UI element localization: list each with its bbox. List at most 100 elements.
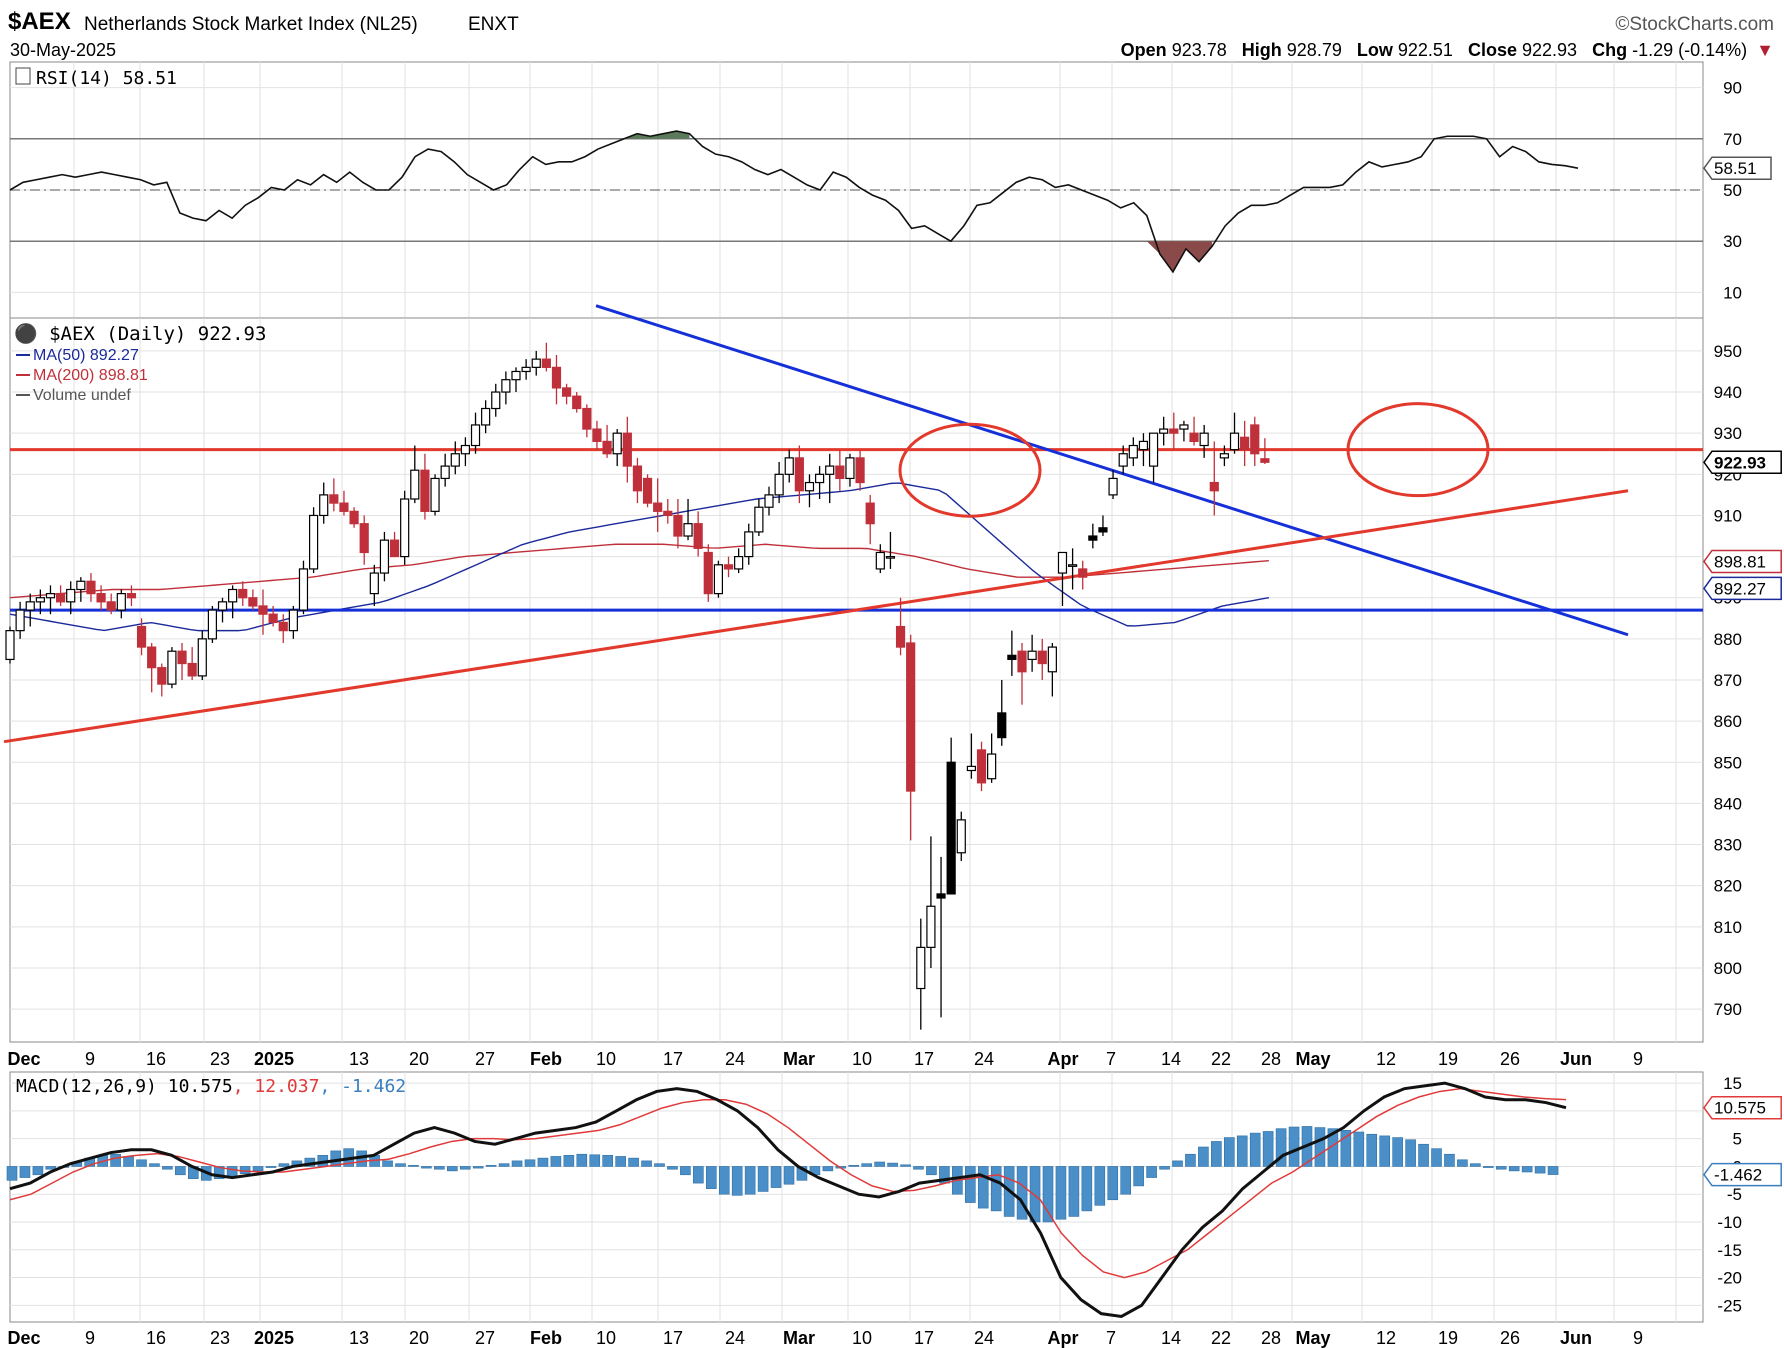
macd-histogram-bar <box>1016 1166 1028 1220</box>
candle <box>551 355 562 405</box>
macd-x-tick-label: 12 <box>1376 1328 1396 1348</box>
macd-histogram-bar <box>705 1166 717 1189</box>
candle-body <box>207 609 217 640</box>
macd-x-tick-label: 17 <box>914 1328 934 1348</box>
macd-y-tick-label: -15 <box>1717 1241 1742 1260</box>
macd-histogram-bar <box>1146 1166 1157 1178</box>
macd-histogram-bar <box>1534 1166 1546 1174</box>
candle <box>440 453 450 487</box>
candle <box>298 560 309 615</box>
candle-body <box>895 625 906 648</box>
macd-histogram-bar <box>252 1166 264 1172</box>
macd-histogram-bar <box>783 1166 795 1185</box>
ma200-value-label: 898.81 <box>1714 552 1766 571</box>
candle <box>845 453 855 487</box>
macd-histogram-bar <box>136 1159 147 1167</box>
candle-body <box>966 765 977 772</box>
candle <box>136 618 147 656</box>
candle-body <box>592 428 602 443</box>
resistance-down-trendline <box>595 304 1629 637</box>
candle-body <box>76 580 86 591</box>
candle-body <box>136 625 147 648</box>
price-x-tick-label: Jun <box>1560 1049 1592 1069</box>
candle <box>248 589 258 611</box>
candle <box>865 494 875 545</box>
candle <box>561 383 572 405</box>
rsi-y-tick-label: 90 <box>1723 79 1742 98</box>
candle <box>895 597 906 656</box>
price-x-tick-label: 10 <box>852 1049 872 1069</box>
price-panel: 9509409309209109008908808708608508408308… <box>3 304 1782 1069</box>
candle-body <box>511 370 521 381</box>
candle-body <box>349 510 359 525</box>
price-legend-ma200: MA(200) 898.81 <box>33 367 148 384</box>
candle <box>5 626 15 664</box>
macd-x-tick-label: 23 <box>210 1328 230 1348</box>
price-y-tick-label: 910 <box>1714 506 1742 525</box>
candle <box>875 544 885 574</box>
chart-symbol-name: Netherlands Stock Market Index (NL25) <box>84 14 418 35</box>
macd-histogram-bar <box>1314 1127 1326 1167</box>
price-y-tick-label: 870 <box>1714 671 1742 690</box>
candle <box>946 737 956 895</box>
candle-body <box>754 506 764 533</box>
candle-body <box>794 457 804 492</box>
last-price-label-box <box>1703 450 1782 475</box>
candle <box>835 449 845 491</box>
candle-body <box>582 407 592 430</box>
rsi-label: RSI(14) 58.51 <box>36 68 177 89</box>
candle-body <box>1067 564 1078 567</box>
macd-histogram-bar <box>874 1161 885 1167</box>
macd-histogram-bar <box>1172 1160 1183 1167</box>
candle-body <box>956 819 966 854</box>
candle-body <box>693 523 703 549</box>
macd-histogram-bar <box>149 1163 160 1167</box>
candle-body <box>926 905 936 948</box>
candle-body <box>885 555 896 559</box>
candle <box>1128 437 1138 467</box>
candle-body <box>96 593 106 603</box>
candle-body <box>936 893 946 899</box>
macd-histogram-bar <box>913 1166 924 1170</box>
candle-body <box>997 712 1007 739</box>
last-price-label: 922.93 <box>1714 453 1766 472</box>
candle-body <box>551 366 562 389</box>
macd-histogram-bar <box>1288 1126 1300 1167</box>
candle-body <box>703 551 713 595</box>
rsi-oversold-fill <box>950 241 1213 272</box>
macd-histogram-bar <box>576 1153 588 1167</box>
price-x-tick-label: 7 <box>1106 1049 1116 1069</box>
candle <box>703 544 713 602</box>
candle <box>683 499 693 541</box>
macd-y-tick-label: -25 <box>1717 1296 1742 1315</box>
price-x-tick-label: 9 <box>1633 1049 1643 1069</box>
macd-x-tick-label: 20 <box>409 1328 429 1348</box>
candle-body <box>744 531 754 558</box>
macd-histogram-bar <box>1444 1153 1455 1167</box>
price-x-tick-label: Feb <box>530 1049 562 1069</box>
macd-x-tick-label: May <box>1295 1328 1330 1348</box>
macd-histogram-bar <box>718 1166 730 1195</box>
macd-histogram-bar <box>1275 1128 1287 1167</box>
candle-body <box>147 646 157 669</box>
price-x-tick-label: 22 <box>1211 1049 1231 1069</box>
macd-histogram-bar <box>550 1156 562 1167</box>
price-y-tick-label: 790 <box>1714 1000 1742 1019</box>
macd-x-tick-label: 24 <box>725 1328 745 1348</box>
candle <box>147 642 157 693</box>
macd-histogram-bar <box>602 1155 614 1167</box>
candle <box>55 585 66 606</box>
brand-label[interactable]: ©StockCharts.com <box>1615 14 1774 35</box>
candle-body <box>1148 432 1159 467</box>
candle <box>1209 441 1219 516</box>
candle-body <box>268 613 278 624</box>
candle <box>804 474 815 508</box>
candle <box>511 367 521 393</box>
macd-histogram-bar <box>990 1166 1002 1212</box>
candle <box>400 490 410 565</box>
candle-body <box>1138 440 1149 451</box>
macd-histogram-bar <box>1094 1166 1106 1206</box>
macd-histogram-bar <box>1340 1130 1352 1167</box>
candle <box>410 445 420 504</box>
candle-body <box>906 642 916 792</box>
